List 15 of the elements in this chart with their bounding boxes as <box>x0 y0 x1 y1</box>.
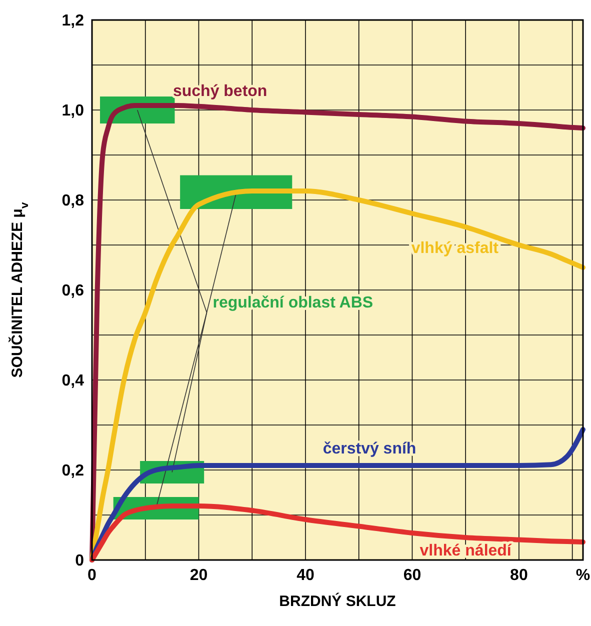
y-tick-label: 1,2 <box>62 12 84 30</box>
y-tick-label: 1,0 <box>62 102 84 120</box>
x-tick-label: 40 <box>296 567 314 584</box>
x-axis-title: BRZDNÝ SKLUZ <box>279 592 396 610</box>
series-label: vlhké náledí <box>420 542 512 560</box>
x-tick-label: 20 <box>190 567 208 584</box>
y-tick-label: 0,4 <box>62 372 84 390</box>
y-tick-label: 0 <box>75 552 84 570</box>
y-tick-label: 0,8 <box>62 192 84 210</box>
x-tick-label: 60 <box>403 567 422 584</box>
y-tick-label: 0,2 <box>62 462 84 480</box>
x-tick-label: 0 <box>88 567 97 584</box>
y-tick-label: 0,6 <box>62 282 84 300</box>
x-tick-label: 80 <box>510 567 528 584</box>
x-tick-label: % <box>576 567 590 584</box>
